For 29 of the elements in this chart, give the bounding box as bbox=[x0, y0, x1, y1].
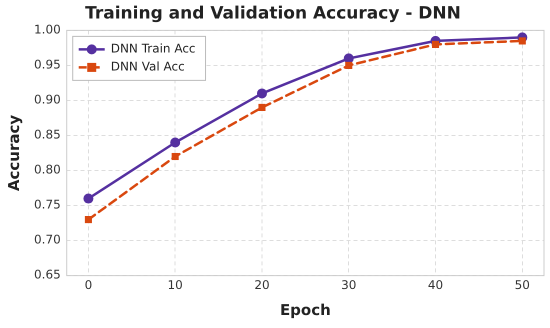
x-axis-title: Epoch bbox=[280, 300, 331, 319]
point bbox=[345, 62, 352, 69]
y-tick-label: 0.95 bbox=[34, 58, 61, 72]
point bbox=[256, 88, 267, 98]
y-tick-label: 0.75 bbox=[34, 198, 61, 212]
y-tick-label: 0.90 bbox=[34, 92, 61, 107]
x-tick-label: 10 bbox=[168, 278, 183, 292]
x-tick-label: 0 bbox=[84, 278, 92, 292]
point bbox=[258, 104, 266, 111]
y-tick-label: 1.00 bbox=[34, 22, 61, 37]
y-tick-label: 0.85 bbox=[34, 128, 61, 142]
chart-title: Training and Validation Accuracy - DNN bbox=[85, 4, 461, 24]
point bbox=[170, 137, 180, 148]
y-tick-label: 0.80 bbox=[34, 162, 61, 177]
point bbox=[172, 152, 179, 160]
legend-label: DNN Val Acc bbox=[110, 60, 185, 74]
x-tick-label: 50 bbox=[514, 278, 530, 292]
point bbox=[84, 216, 92, 224]
y-tick-label: 0.65 bbox=[34, 268, 61, 282]
x-tick-label: 30 bbox=[341, 278, 356, 292]
point bbox=[518, 37, 526, 44]
point bbox=[432, 40, 440, 48]
x-tick-label: 40 bbox=[428, 278, 444, 292]
y-axis-title: Accuracy bbox=[4, 114, 23, 192]
point bbox=[344, 53, 354, 64]
x-tick-label: 20 bbox=[254, 278, 270, 292]
y-tick-label: 0.70 bbox=[34, 232, 61, 247]
point bbox=[83, 194, 94, 204]
legend-label: DNN Train Acc bbox=[110, 42, 196, 56]
